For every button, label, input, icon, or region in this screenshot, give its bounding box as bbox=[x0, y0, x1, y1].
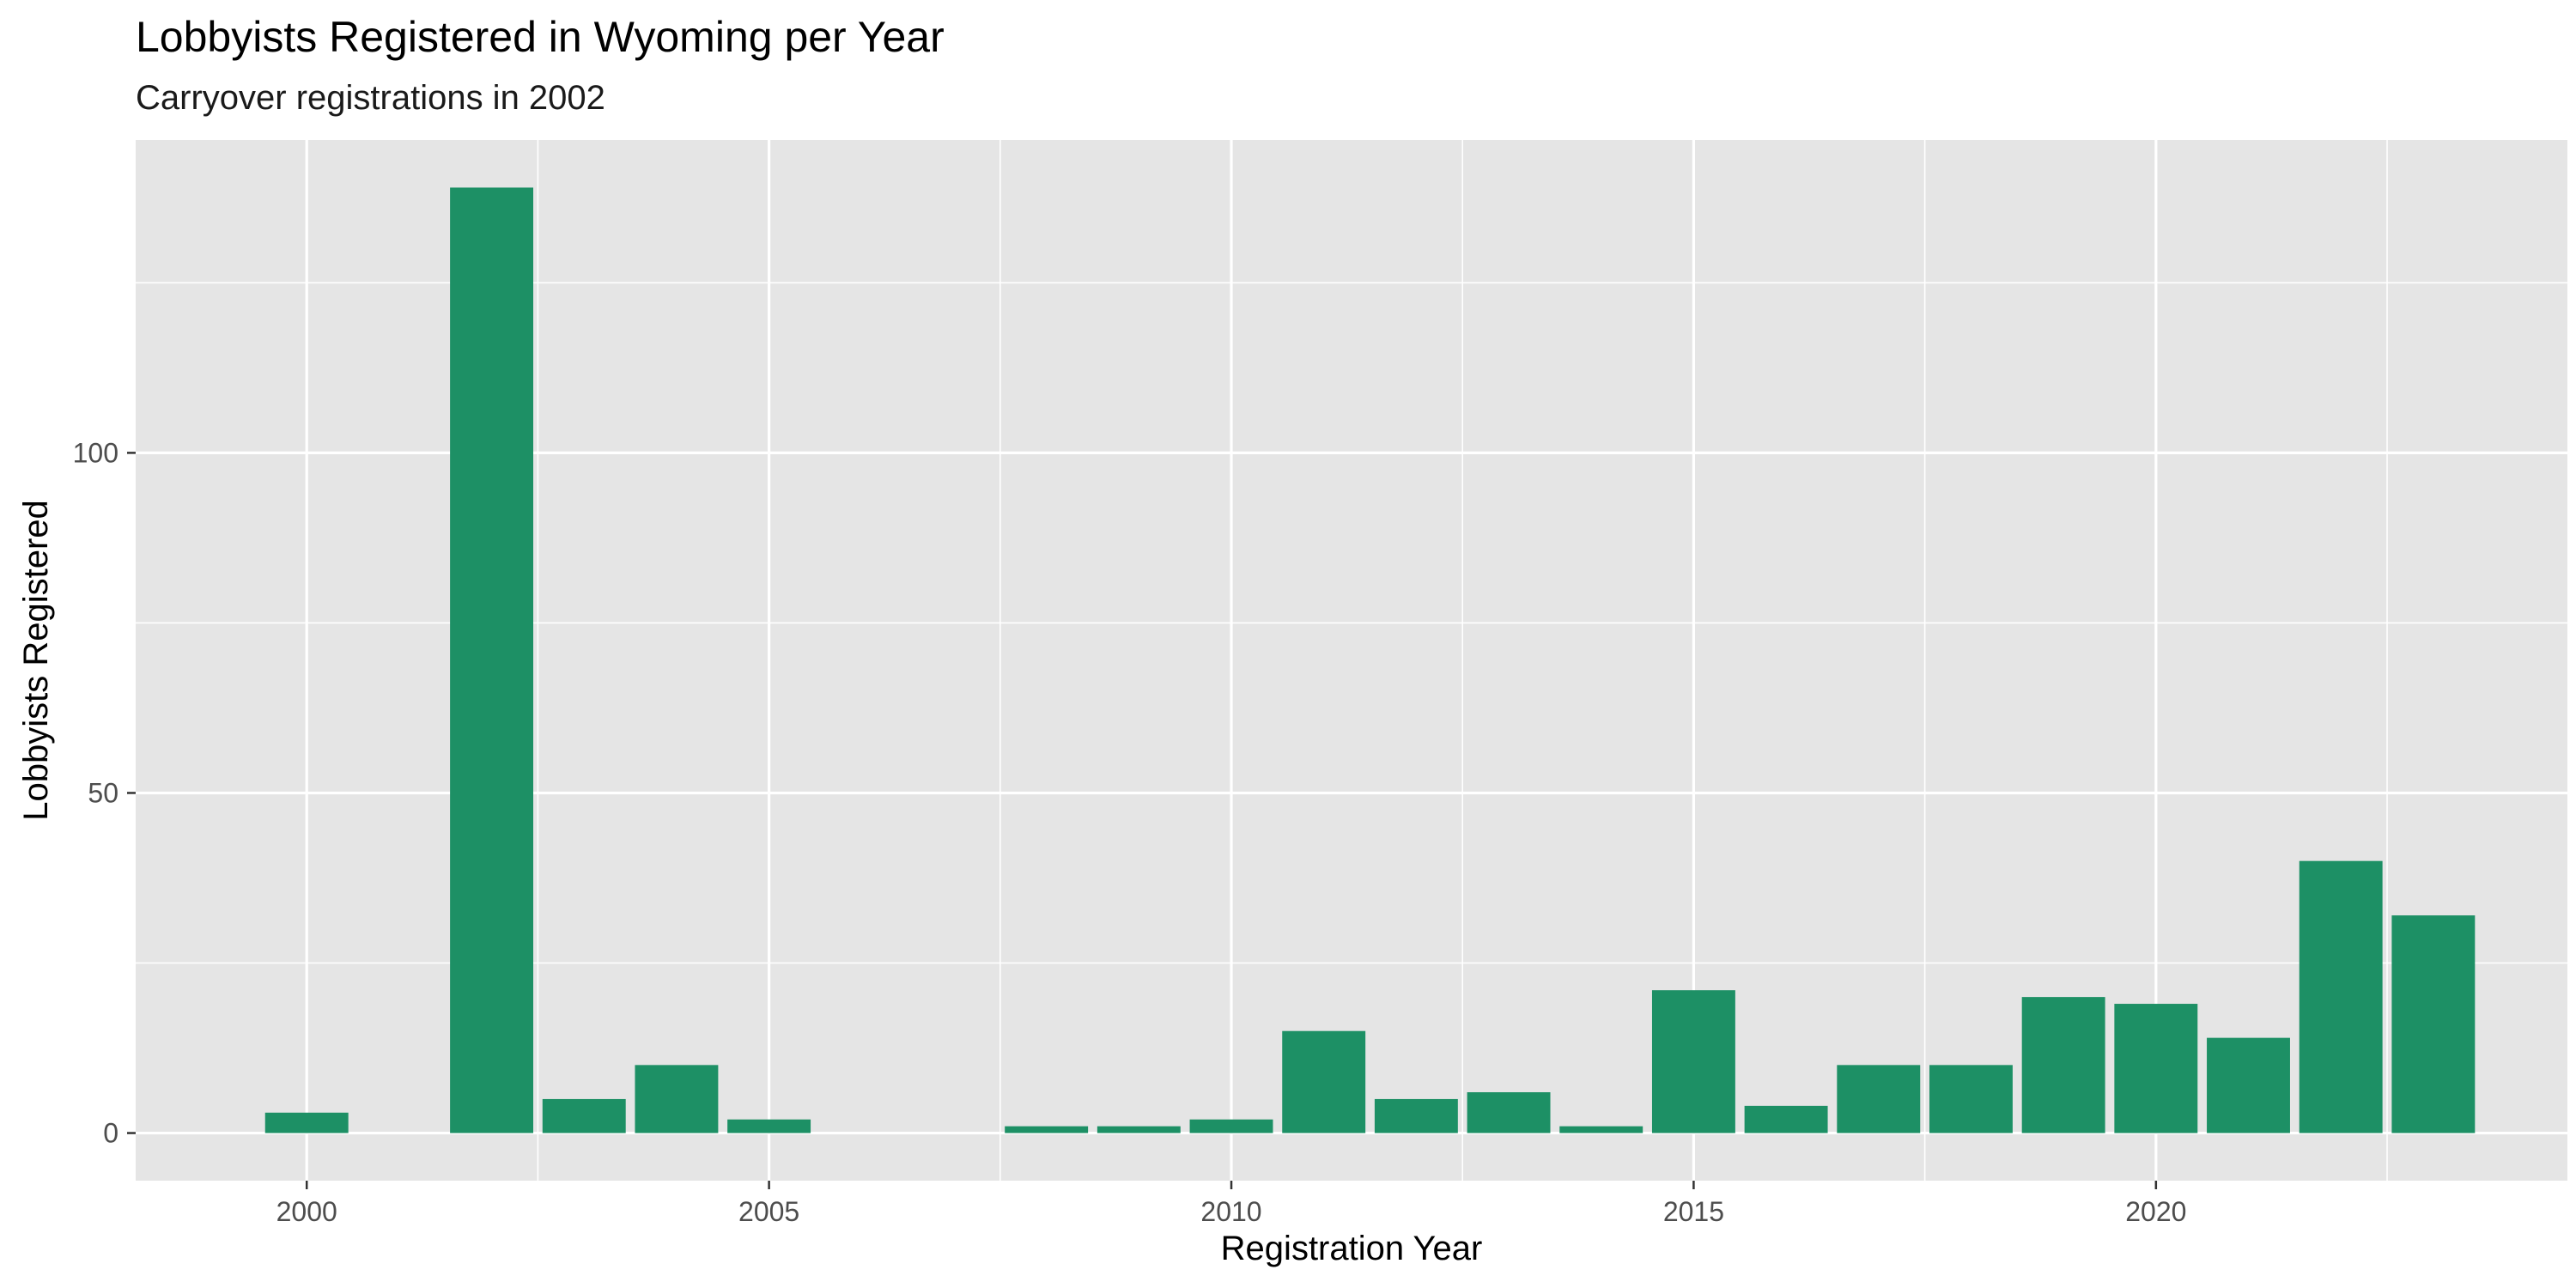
bar-2009 bbox=[1097, 1126, 1181, 1133]
bar-2003 bbox=[542, 1098, 626, 1133]
bar-2016 bbox=[1744, 1105, 1828, 1133]
bar-2023 bbox=[2391, 915, 2476, 1133]
x-tick-label: 2015 bbox=[1663, 1196, 1724, 1227]
bar-2000 bbox=[264, 1112, 349, 1133]
grid-minor bbox=[136, 140, 2567, 1181]
y-tick-label: 100 bbox=[73, 437, 118, 468]
x-tick-label: 2010 bbox=[1200, 1196, 1261, 1227]
y-axis-title: Lobbyists Registered bbox=[17, 500, 55, 821]
bar-2017 bbox=[1837, 1065, 1921, 1133]
chart-title: Lobbyists Registered in Wyoming per Year bbox=[136, 13, 945, 61]
bar-2008 bbox=[1005, 1126, 1089, 1133]
bar-2015 bbox=[1651, 990, 1735, 1133]
bar-2012 bbox=[1374, 1098, 1458, 1133]
bar-2002 bbox=[450, 187, 534, 1133]
bar-2011 bbox=[1282, 1030, 1366, 1133]
bar-2019 bbox=[2021, 997, 2105, 1133]
bar-2022 bbox=[2299, 860, 2383, 1133]
bar-2004 bbox=[635, 1065, 719, 1133]
y-tick-label: 0 bbox=[103, 1118, 118, 1149]
x-tick-label: 2020 bbox=[2125, 1196, 2186, 1227]
grid-major bbox=[136, 140, 2567, 1181]
bar-2005 bbox=[727, 1119, 811, 1133]
x-axis: 2000 2005 2010 2015 2020 bbox=[276, 1181, 2186, 1227]
bar-2018 bbox=[1929, 1065, 2013, 1133]
bar-2021 bbox=[2207, 1037, 2290, 1133]
bars bbox=[264, 187, 2476, 1133]
x-tick-label: 2000 bbox=[276, 1196, 337, 1227]
bar-2013 bbox=[1467, 1092, 1551, 1133]
chart-subtitle: Carryover registrations in 2002 bbox=[136, 79, 605, 117]
bar-2014 bbox=[1559, 1126, 1643, 1133]
bar-2020 bbox=[2114, 1004, 2198, 1133]
y-axis: 0 50 100 bbox=[73, 437, 136, 1149]
x-tick-label: 2005 bbox=[738, 1196, 799, 1227]
x-axis-title: Registration Year bbox=[1221, 1230, 1483, 1267]
bar-2010 bbox=[1189, 1119, 1273, 1133]
y-tick-label: 50 bbox=[88, 777, 118, 808]
